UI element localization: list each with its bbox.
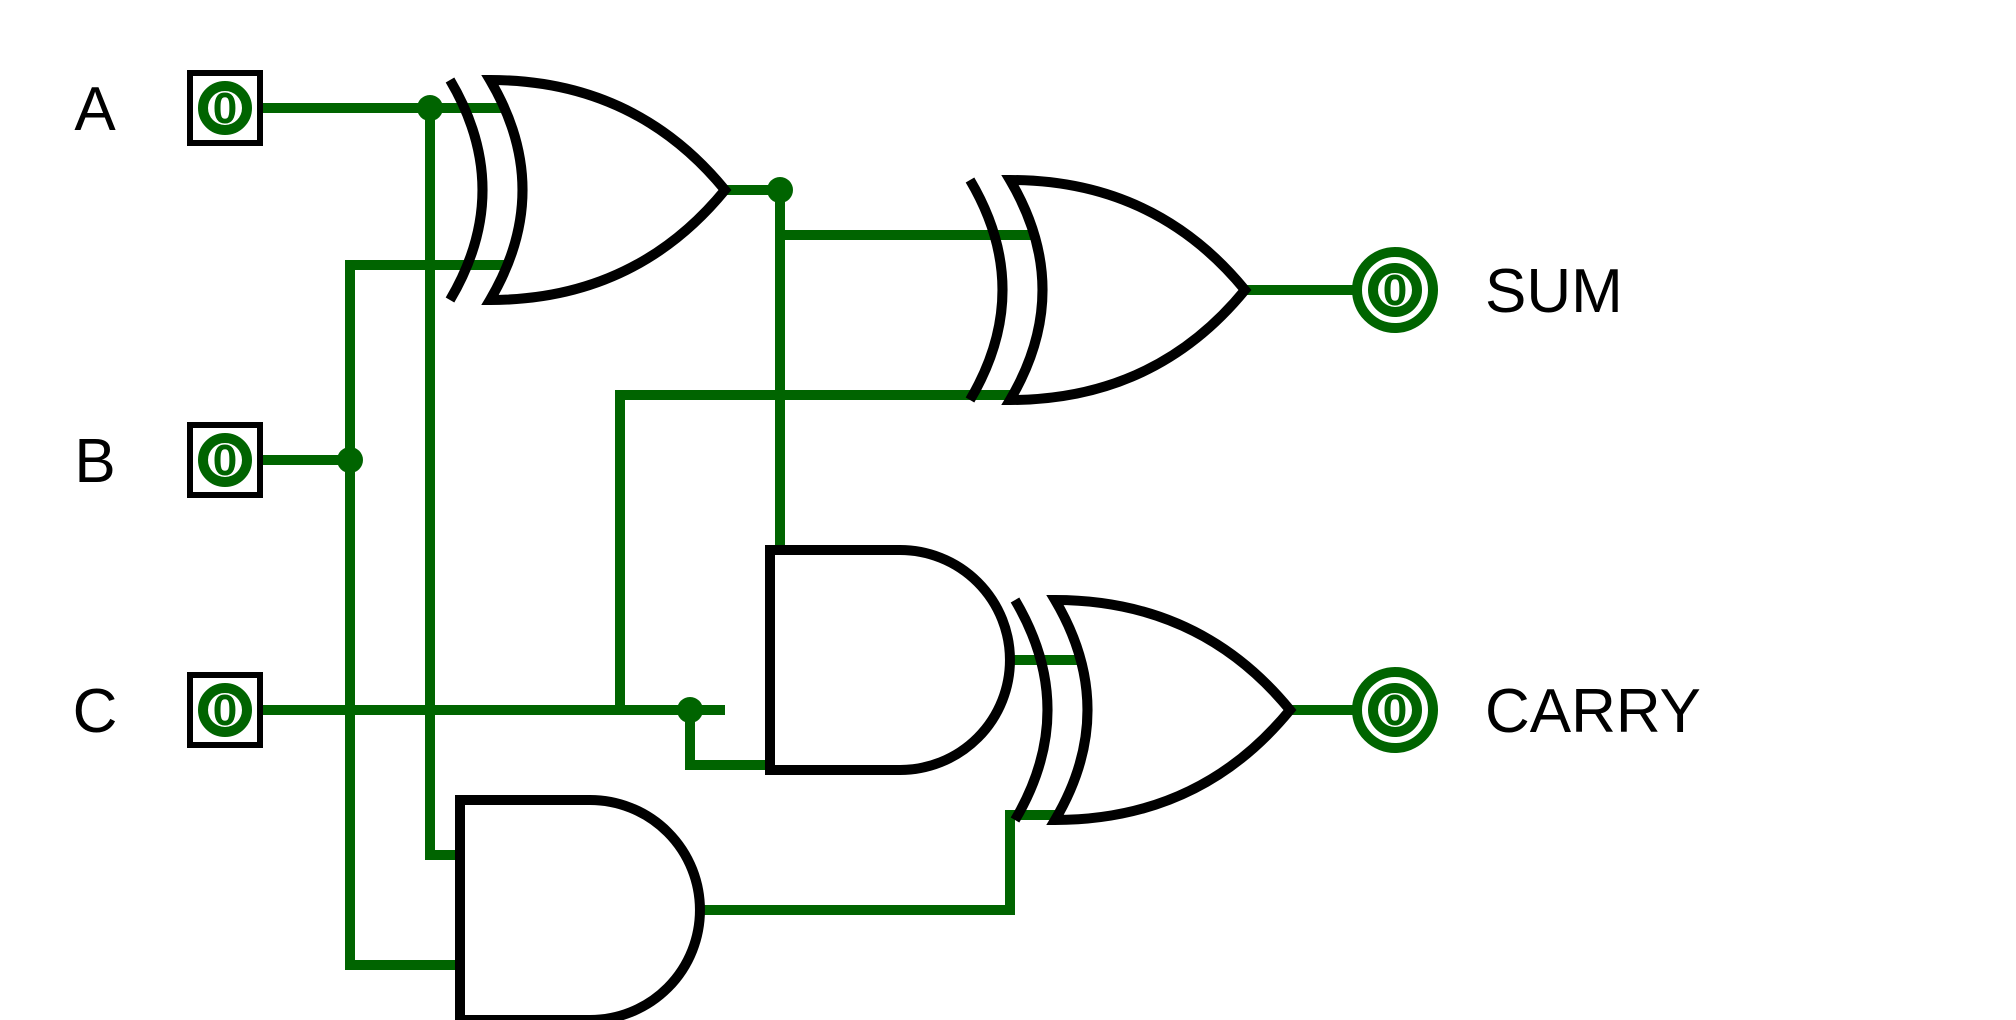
- input-pin-b[interactable]: 0: [190, 425, 260, 495]
- output-label-sum: SUM: [1485, 257, 1623, 326]
- input-pin-c[interactable]: 0: [190, 675, 260, 745]
- input-label-b: B: [74, 427, 115, 496]
- junction-0: [417, 95, 443, 121]
- output-value-sum: 0: [1383, 266, 1407, 315]
- junction-1: [337, 447, 363, 473]
- output-pin-sum: 0: [1357, 252, 1433, 328]
- gate-and2: [460, 800, 700, 1020]
- input-value-b: 0: [213, 436, 237, 485]
- wire-a-and2: [430, 108, 480, 855]
- input-label-c: C: [73, 677, 118, 746]
- gate-xor2: [970, 180, 1245, 400]
- input-value-c: 0: [213, 686, 237, 735]
- wires-layer: [262, 95, 1395, 965]
- wire-p2-xor3: [695, 815, 1075, 910]
- gates-layer: [450, 80, 1290, 1020]
- junction-3: [677, 697, 703, 723]
- output-value-carry: 0: [1383, 686, 1407, 735]
- gate-xor3: [1015, 600, 1290, 820]
- junction-2: [767, 177, 793, 203]
- output-pin-carry: 0: [1357, 672, 1433, 748]
- input-value-a: 0: [213, 84, 237, 133]
- gate-and1: [770, 550, 1010, 770]
- wire-b-xor1: [262, 265, 510, 460]
- output-label-carry: CARRY: [1485, 677, 1701, 746]
- input-pin-a[interactable]: 0: [190, 73, 260, 143]
- input-label-a: A: [74, 75, 116, 144]
